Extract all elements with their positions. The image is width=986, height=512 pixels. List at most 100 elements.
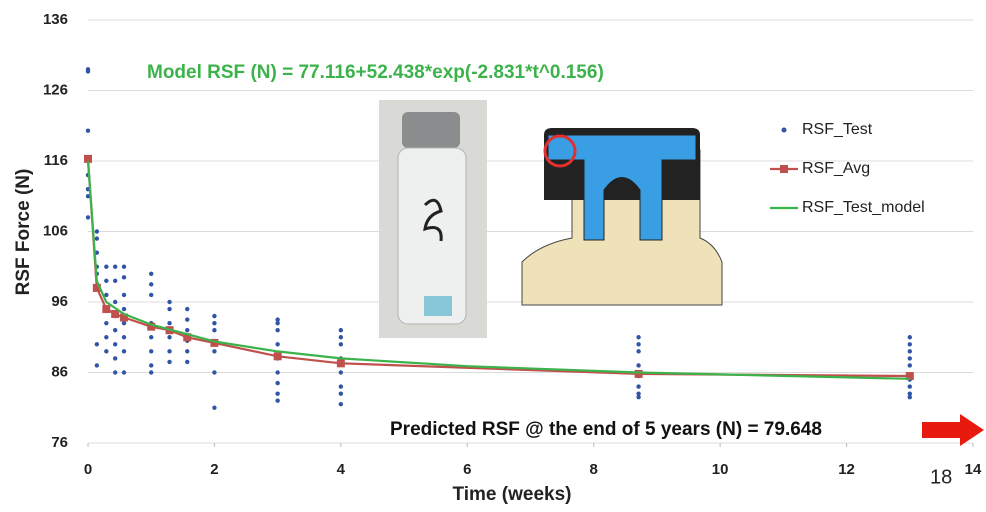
scatter-point bbox=[112, 356, 118, 361]
scatter-point bbox=[907, 363, 912, 368]
scatter-point bbox=[149, 349, 154, 354]
scatter-point bbox=[149, 271, 154, 276]
scatter-point bbox=[907, 394, 912, 400]
scatter-point bbox=[121, 292, 127, 298]
scatter-point bbox=[104, 278, 109, 284]
y-tick-label: 136 bbox=[43, 11, 68, 28]
legend-swatch bbox=[781, 127, 787, 133]
arrow bbox=[922, 414, 984, 446]
scatter-point bbox=[104, 349, 109, 354]
scatter-point bbox=[121, 275, 127, 280]
scatter-point bbox=[636, 342, 641, 347]
scatter-point bbox=[167, 359, 172, 365]
scatter-point bbox=[185, 359, 190, 365]
scatter-point bbox=[104, 292, 109, 298]
y-tick-label: 116 bbox=[44, 152, 68, 169]
scatter-point bbox=[85, 215, 91, 220]
avg-marker bbox=[102, 305, 111, 314]
vial-photo bbox=[379, 100, 487, 338]
scatter-point bbox=[338, 342, 344, 347]
avg-marker bbox=[111, 309, 120, 318]
avg-marker bbox=[183, 333, 192, 342]
scatter-point bbox=[275, 342, 280, 347]
scatter-point bbox=[636, 391, 641, 396]
scatter-point bbox=[112, 328, 118, 333]
scatter-point bbox=[636, 349, 641, 354]
scatter-point bbox=[112, 370, 118, 375]
scatter-point bbox=[636, 384, 641, 389]
scatter-point bbox=[149, 335, 154, 340]
model-annotation: Model RSF (N) = 77.116+52.438*exp(-2.831… bbox=[147, 62, 604, 83]
vial-stopper bbox=[424, 296, 452, 316]
scatter-point bbox=[167, 306, 172, 312]
x-tick-label: 10 bbox=[712, 461, 729, 478]
scatter-point bbox=[212, 320, 217, 326]
scatter-point bbox=[636, 394, 641, 400]
scatter-point bbox=[112, 264, 118, 269]
scatter-point bbox=[907, 356, 912, 361]
avg-marker bbox=[210, 338, 219, 347]
scatter-point bbox=[212, 328, 217, 333]
scatter-point bbox=[212, 349, 217, 354]
scatter-point bbox=[149, 370, 154, 375]
scatter-point bbox=[907, 384, 912, 389]
plot-area bbox=[84, 67, 914, 410]
y-tick-label: 126 bbox=[43, 81, 68, 98]
scatter-point bbox=[94, 342, 100, 347]
scatter-point bbox=[94, 236, 100, 241]
x-axis-title: Time (weeks) bbox=[453, 484, 572, 505]
scatter-point bbox=[185, 328, 190, 333]
scatter-point bbox=[275, 328, 280, 333]
avg-marker bbox=[120, 313, 129, 322]
scatter-point bbox=[167, 349, 172, 354]
scatter-point bbox=[338, 328, 344, 333]
scatter-point bbox=[167, 320, 172, 326]
x-tick-label: 4 bbox=[337, 461, 346, 478]
scatter-point bbox=[338, 384, 344, 389]
avg-marker bbox=[84, 154, 92, 163]
vial-mark bbox=[423, 198, 443, 242]
scatter-point bbox=[275, 398, 280, 403]
avg-marker bbox=[634, 369, 643, 378]
scatter-point bbox=[121, 370, 127, 375]
scatter-point bbox=[112, 278, 118, 284]
scatter-point bbox=[121, 335, 127, 340]
scatter-point bbox=[338, 335, 344, 340]
scatter-point bbox=[85, 128, 91, 133]
scatter-point bbox=[167, 299, 172, 305]
scatter-point bbox=[149, 282, 154, 287]
scatter-point bbox=[338, 370, 344, 375]
x-tick-label: 2 bbox=[210, 461, 218, 478]
scatter-point bbox=[275, 320, 280, 326]
y-tick-label: 86 bbox=[51, 363, 68, 380]
scatter-point bbox=[907, 342, 912, 347]
scatter-point bbox=[275, 380, 280, 386]
scatter-point bbox=[907, 335, 912, 340]
scatter-point bbox=[275, 370, 280, 375]
scatter-point bbox=[636, 335, 641, 340]
highlight-circle bbox=[543, 134, 577, 168]
scatter-point bbox=[85, 194, 91, 199]
scatter-point bbox=[275, 317, 280, 322]
prediction-annotation: Predicted RSF @ the end of 5 years (N) =… bbox=[390, 419, 822, 440]
x-tick-label: 8 bbox=[590, 461, 598, 478]
x-tick-label: 6 bbox=[463, 461, 471, 478]
scatter-point bbox=[212, 370, 217, 375]
legend-label: RSF_Test bbox=[802, 121, 873, 138]
x-tick-label: 14 bbox=[965, 461, 982, 478]
scatter-point bbox=[338, 391, 344, 396]
scatter-point bbox=[185, 349, 190, 354]
scatter-point bbox=[149, 363, 154, 368]
scatter-point bbox=[112, 299, 118, 305]
legend: RSF_Test RSF_Avg RSF_Test_model bbox=[770, 121, 925, 216]
page-number: 18 bbox=[930, 466, 952, 488]
y-tick-label: 96 bbox=[51, 293, 68, 310]
scatter-point bbox=[185, 306, 190, 312]
scatter-point bbox=[121, 264, 127, 269]
x-tick-label: 12 bbox=[838, 461, 855, 478]
legend-swatch bbox=[780, 165, 788, 173]
scatter-point bbox=[907, 391, 912, 396]
